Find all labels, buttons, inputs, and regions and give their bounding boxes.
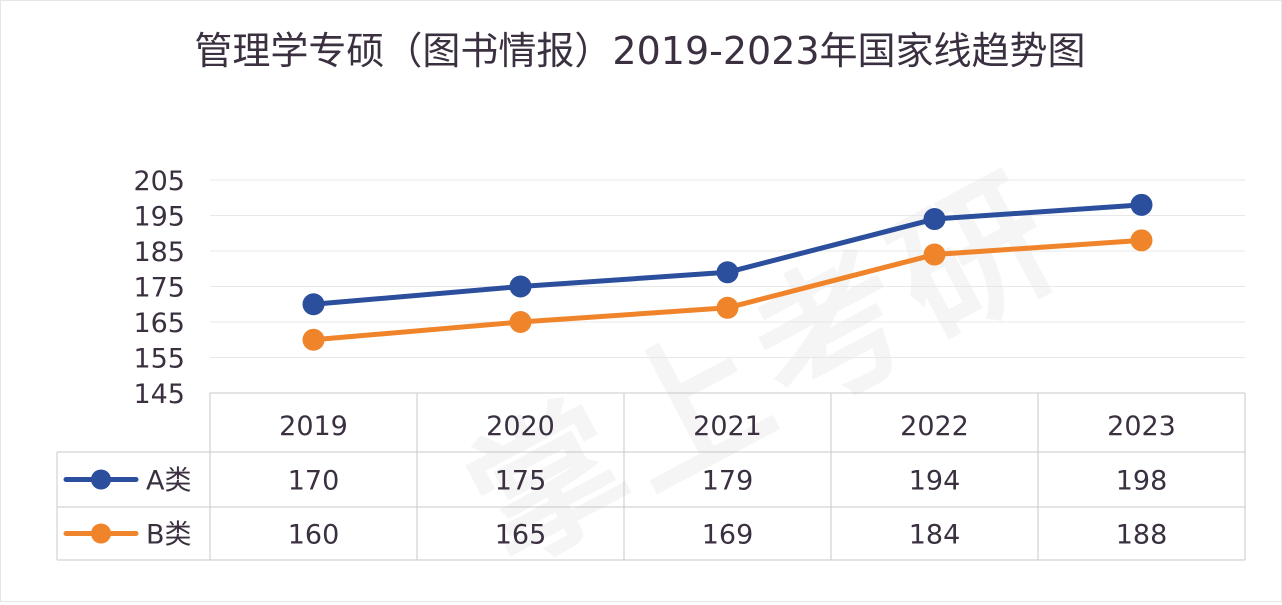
- data-point: [302, 328, 325, 351]
- data-point: [923, 208, 946, 231]
- data-table-value: 198: [1116, 466, 1168, 497]
- data-table-value: 194: [909, 466, 961, 497]
- data-point: [509, 311, 532, 333]
- x-tick-label: 2023: [1107, 411, 1176, 442]
- data-table-value: 169: [702, 520, 754, 551]
- series-line: [313, 237, 1142, 343]
- legend-marker: [91, 469, 111, 490]
- data-point: [923, 243, 946, 266]
- data-table-value: 179: [702, 466, 754, 497]
- x-tick-label: 2019: [279, 411, 348, 442]
- data-point: [1130, 193, 1153, 216]
- legend-label: B类: [146, 520, 192, 551]
- x-tick-label: 2020: [486, 411, 555, 442]
- legend-marker: [91, 523, 111, 544]
- data-point: [716, 296, 739, 319]
- data-point: [509, 275, 532, 298]
- data-point: [716, 261, 739, 284]
- data-table-value: 184: [909, 520, 961, 551]
- y-tick-label: 195: [133, 202, 185, 233]
- y-tick-label: 155: [133, 344, 185, 375]
- x-tick-label: 2021: [693, 411, 762, 442]
- legend-label: A类: [146, 466, 191, 497]
- data-table-value: 188: [1116, 520, 1168, 551]
- data-point: [1130, 229, 1153, 252]
- y-tick-label: 165: [133, 308, 185, 339]
- data-table-value: 170: [288, 466, 340, 497]
- data-point: [302, 293, 325, 316]
- y-tick-label: 185: [133, 237, 185, 268]
- data-table-value: 165: [495, 520, 547, 551]
- y-tick-label: 205: [133, 166, 185, 197]
- y-tick-label: 175: [133, 273, 185, 304]
- data-table-value: 160: [288, 520, 340, 551]
- data-table-value: 175: [495, 466, 547, 497]
- series-line: [313, 202, 1142, 307]
- chart-title: 管理学专硕（图书情报）2019-2023年国家线趋势图: [194, 29, 1086, 73]
- x-tick-label: 2022: [900, 411, 969, 442]
- y-tick-label: 145: [133, 379, 185, 410]
